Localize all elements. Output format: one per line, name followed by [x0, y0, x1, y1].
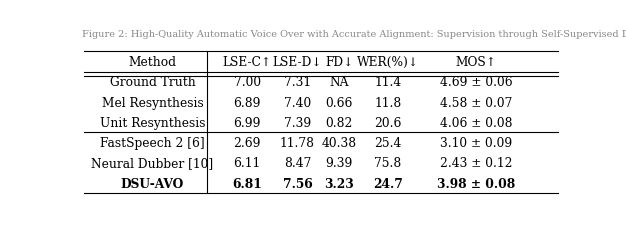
- Text: 20.6: 20.6: [374, 116, 401, 129]
- Text: 9.39: 9.39: [326, 157, 353, 169]
- Text: Mel Resynthesis: Mel Resynthesis: [101, 96, 203, 109]
- Text: 11.8: 11.8: [374, 96, 401, 109]
- Text: 11.4: 11.4: [374, 76, 401, 89]
- Text: 7.40: 7.40: [284, 96, 311, 109]
- Text: 3.98 ± 0.08: 3.98 ± 0.08: [437, 177, 515, 190]
- Text: 6.89: 6.89: [233, 96, 261, 109]
- Text: 7.56: 7.56: [283, 177, 312, 190]
- Text: Ground Truth: Ground Truth: [110, 76, 195, 89]
- Text: 25.4: 25.4: [374, 136, 401, 149]
- Text: 11.78: 11.78: [280, 136, 315, 149]
- Text: 4.69 ± 0.06: 4.69 ± 0.06: [439, 76, 513, 89]
- Text: MOS↑: MOS↑: [456, 56, 496, 69]
- Text: LSE-C↑: LSE-C↑: [222, 56, 272, 69]
- Text: FD↓: FD↓: [325, 56, 354, 69]
- Text: 6.81: 6.81: [232, 177, 262, 190]
- Text: 4.06 ± 0.08: 4.06 ± 0.08: [440, 116, 512, 129]
- Text: 6.99: 6.99: [233, 116, 261, 129]
- Text: 7.39: 7.39: [284, 116, 311, 129]
- Text: LSE-D↓: LSE-D↓: [273, 56, 322, 69]
- Text: Neural Dubber [10]: Neural Dubber [10]: [91, 157, 213, 169]
- Text: 6.11: 6.11: [233, 157, 260, 169]
- Text: 7.00: 7.00: [233, 76, 260, 89]
- Text: 7.31: 7.31: [284, 76, 311, 89]
- Text: 2.69: 2.69: [233, 136, 261, 149]
- Text: 40.38: 40.38: [322, 136, 357, 149]
- Text: 24.7: 24.7: [373, 177, 403, 190]
- Text: Method: Method: [128, 56, 177, 69]
- Text: 8.47: 8.47: [284, 157, 311, 169]
- Text: Unit Resynthesis: Unit Resynthesis: [100, 116, 205, 129]
- Text: DSU-AVO: DSU-AVO: [121, 177, 184, 190]
- Text: 0.82: 0.82: [326, 116, 353, 129]
- Text: 3.23: 3.23: [324, 177, 354, 190]
- Text: 3.10 ± 0.09: 3.10 ± 0.09: [440, 136, 512, 149]
- Text: 2.43 ± 0.12: 2.43 ± 0.12: [440, 157, 512, 169]
- Text: 0.66: 0.66: [326, 96, 353, 109]
- Text: WER(%)↓: WER(%)↓: [357, 56, 419, 69]
- Text: FastSpeech 2 [6]: FastSpeech 2 [6]: [100, 136, 205, 149]
- Text: 75.8: 75.8: [374, 157, 401, 169]
- Text: NA: NA: [329, 76, 349, 89]
- Text: 4.58 ± 0.07: 4.58 ± 0.07: [440, 96, 512, 109]
- Text: Figure 2: High-Quality Automatic Voice Over with Accurate Alignment: Supervision: Figure 2: High-Quality Automatic Voice O…: [82, 30, 626, 38]
